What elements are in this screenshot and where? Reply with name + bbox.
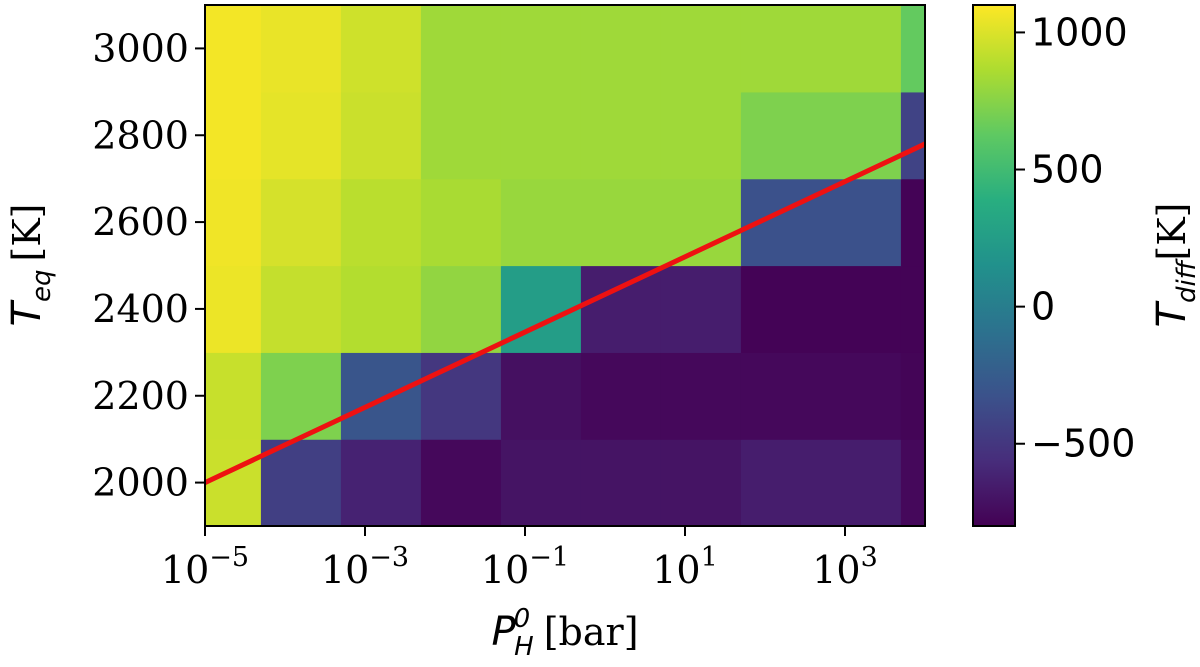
heatmap-cell	[500, 5, 582, 93]
heatmap-cell	[580, 265, 662, 353]
y-axis-label: Teq[K]	[4, 204, 57, 327]
colorbar-label: Tdiff[K]	[1149, 203, 1200, 328]
heatmap-cell	[340, 439, 422, 527]
heatmap-cell	[340, 265, 422, 353]
heatmap-cell	[580, 91, 662, 180]
y-tick-label: 3000	[92, 26, 189, 70]
x-tick-label: 10−5	[161, 542, 249, 592]
heatmap-cell	[340, 352, 422, 440]
heatmap-cell	[205, 91, 262, 180]
heatmap-cell	[500, 178, 582, 267]
y-tick-label: 2400	[92, 287, 189, 331]
threshold-line	[203, 141, 927, 485]
heatmap-cell	[500, 352, 582, 440]
heatmap-cell	[420, 265, 502, 353]
x-tick-label: 10−1	[481, 542, 569, 592]
x-axis-label: P0 H [bar]	[491, 604, 638, 662]
colorbar	[972, 4, 1016, 527]
heatmap-cell	[420, 352, 502, 440]
heatmap-cell	[900, 352, 926, 440]
heatmap-cell	[740, 91, 902, 180]
heatmap-cell	[900, 265, 926, 353]
heatmap-cell	[740, 265, 902, 353]
heatmap-cell	[260, 265, 342, 353]
heatmap-cell	[740, 5, 902, 93]
y-tick-label: 2200	[92, 374, 189, 418]
plot-frame	[204, 4, 926, 527]
heatmap-cell	[660, 439, 742, 527]
colorbar-tick-label: −500	[1031, 422, 1135, 466]
heatmap-cell	[340, 178, 422, 267]
heatmap-cell	[205, 352, 262, 440]
colorbar-tick-label: 0	[1031, 285, 1055, 329]
heatmap-cell	[260, 439, 342, 527]
colorbar-tick-label: 500	[1031, 148, 1104, 192]
heatmap-cell	[420, 91, 502, 180]
heatmap-cell	[420, 5, 502, 93]
heatmap-cell	[740, 439, 902, 527]
x-tick-label: 103	[812, 542, 878, 592]
heatmap-cell	[205, 5, 262, 93]
heatmap-cell	[660, 5, 742, 93]
heatmap-cell	[660, 91, 742, 180]
heatmap-cell	[500, 439, 582, 527]
colorbar-tick-label: 1000	[1031, 10, 1128, 54]
heatmap-cell	[260, 178, 342, 267]
heatmap-cell	[260, 91, 342, 180]
heatmap-cell	[340, 91, 422, 180]
y-tick-label: 2000	[92, 461, 189, 505]
heatmap-cell	[420, 178, 502, 267]
y-tick-label: 2600	[92, 200, 189, 244]
heatmap-cells	[205, 5, 926, 527]
heatmap-cell	[580, 178, 662, 267]
heatmap-cell	[340, 5, 422, 93]
x-tick-label: 10−3	[321, 542, 409, 592]
y-axis-ticks: 2000 2200 2400 2600 2800 3000	[92, 26, 205, 505]
heatmap-cell	[660, 265, 742, 353]
heatmap-cell	[740, 352, 902, 440]
heatmap-cell	[900, 91, 926, 180]
heatmap-cell	[900, 178, 926, 267]
heatmap-cell	[580, 352, 662, 440]
heatmap-cell	[580, 5, 662, 93]
y-tick-label: 2800	[92, 113, 189, 157]
heatmap-cell	[205, 439, 262, 527]
heatmap-cell	[205, 178, 262, 267]
colorbar-ticks: −500 0 500 1000	[1015, 10, 1135, 466]
heatmap-cell	[500, 91, 582, 180]
x-tick-label: 101	[652, 542, 718, 592]
heatmap-cell	[420, 439, 502, 527]
heatmap-cell	[660, 178, 742, 267]
heatmap-cell	[900, 5, 926, 93]
heatmap-cell	[260, 5, 342, 93]
heatmap-cell	[205, 265, 262, 353]
heatmap-cell	[580, 439, 662, 527]
heatmap-cell	[660, 352, 742, 440]
heatmap-cell	[900, 439, 926, 527]
x-axis-ticks: 10−5 10−3 10−1 101 103	[161, 526, 878, 592]
